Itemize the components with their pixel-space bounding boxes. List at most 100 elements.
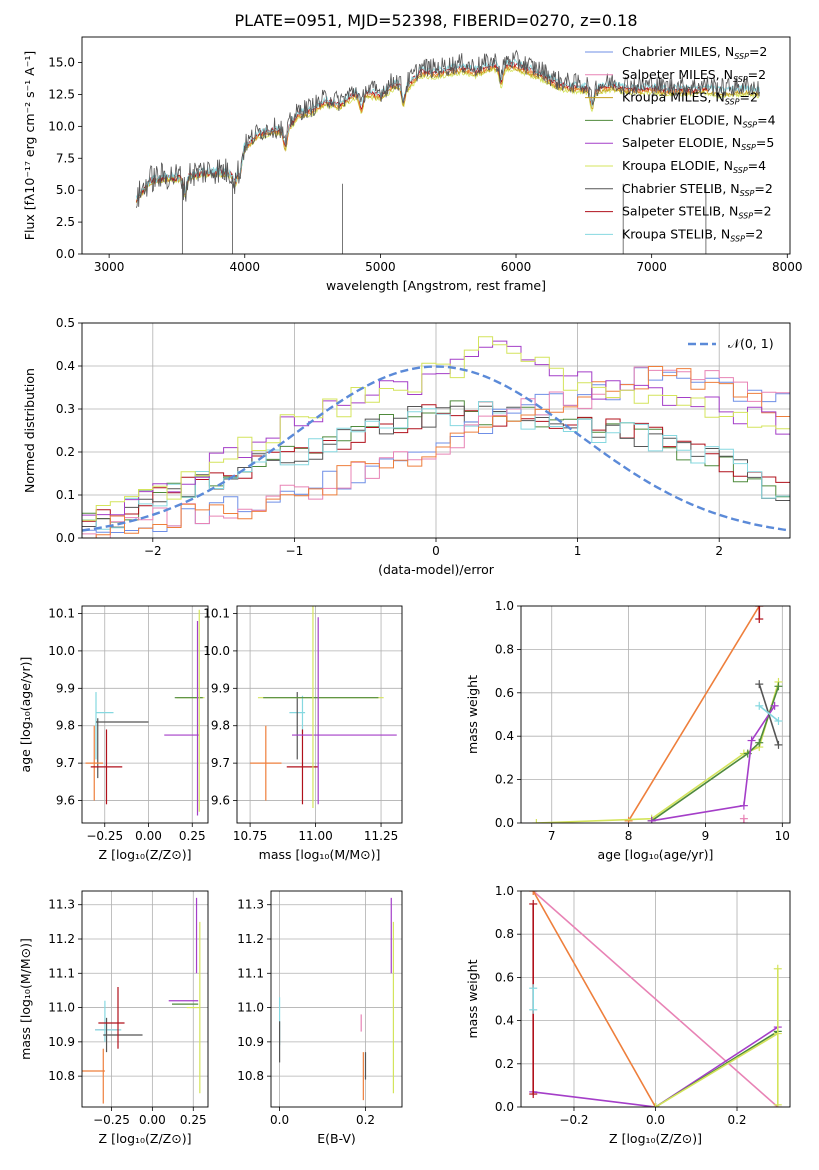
y-tick-label: 11.1 bbox=[48, 966, 75, 980]
plot-area bbox=[250, 606, 397, 809]
y-tick-label: 11.3 bbox=[48, 898, 75, 912]
x-tick-label: 0.0 bbox=[646, 1113, 665, 1127]
y-tick-label: 9.8 bbox=[56, 719, 75, 733]
y-tick-label: 10.9 bbox=[237, 1035, 264, 1049]
y-tick-label: 0.6 bbox=[495, 686, 514, 700]
x-axis-label: E(B-V) bbox=[317, 1131, 356, 1146]
y-tick-label: 0.8 bbox=[495, 927, 514, 941]
x-tick-label: 0.2 bbox=[727, 1113, 746, 1127]
y-tick-label: 11.0 bbox=[48, 1001, 75, 1015]
histogram-step bbox=[82, 366, 790, 538]
x-tick-label: −0.25 bbox=[93, 1113, 130, 1127]
chart-mass-age: 10.75 11.00 11.25 9.6 9.7 9.8 9.9 10.0 10.1 mass … bbox=[203, 605, 403, 862]
plot-area bbox=[82, 336, 790, 538]
y-tick-label: 10.1 bbox=[203, 606, 230, 620]
y-tick-label: 10.8 bbox=[237, 1069, 264, 1083]
x-tick-label: 0.00 bbox=[139, 1113, 166, 1127]
x-tick-label: 10 bbox=[775, 829, 790, 843]
y-tick-label: 0.8 bbox=[495, 642, 514, 656]
y-tick-label: 11.1 bbox=[237, 966, 264, 980]
x-tick-label: 0 bbox=[432, 544, 440, 558]
x-axis-label: Z [log₁₀(Z/Z⊙)] bbox=[609, 1131, 702, 1146]
chart-z-age: −0.25 0.00 0.25 9.6 9.7 9.8 9.9 10.0 10.1 Z [log₁… bbox=[18, 605, 209, 862]
legend: Chabrier MILES, NSSP=2 Salpeter MILES, NS… bbox=[585, 44, 776, 243]
x-axis-label: (data-model)/error bbox=[378, 562, 495, 577]
y-axis-label: age [log₁₀(age/yr)] bbox=[18, 657, 33, 773]
axes-frame bbox=[81, 36, 791, 255]
y-tick-label: 0.0 bbox=[56, 531, 75, 545]
x-axis-label: Z [log₁₀(Z/Z⊙)] bbox=[99, 1131, 192, 1146]
x-tick-label: 0.25 bbox=[179, 829, 206, 843]
x-tick-label: 5000 bbox=[365, 260, 396, 274]
y-tick-label: 5.0 bbox=[56, 183, 75, 197]
plot-area bbox=[85, 609, 205, 816]
x-axis-label: wavelength [Angstrom, rest frame] bbox=[326, 278, 546, 293]
x-tick-label: 11.00 bbox=[298, 829, 332, 843]
legend-label: Chabrier ELODIE, NSSP=4 bbox=[622, 112, 776, 129]
legend-label: Salpeter STELIB, NSSP=2 bbox=[622, 204, 772, 221]
legend-label: Kroupa ELODIE, NSSP=4 bbox=[622, 158, 766, 175]
normal-curve bbox=[82, 365, 790, 532]
y-tick-label: 1.0 bbox=[495, 599, 514, 613]
y-tick-label: 2.5 bbox=[56, 215, 75, 229]
x-tick-label: 10.75 bbox=[233, 829, 267, 843]
series-line bbox=[536, 681, 780, 823]
y-tick-label: 15.0 bbox=[48, 56, 75, 70]
y-tick-label: 9.7 bbox=[56, 756, 75, 770]
series-line bbox=[651, 705, 776, 822]
x-axis-label: mass [log₁₀(M/M⊙)] bbox=[259, 847, 381, 862]
series-line bbox=[627, 606, 760, 822]
x-tick-label: 0.00 bbox=[135, 829, 162, 843]
chart-z-mass: −0.25 0.00 0.25 10.8 10.9 11.0 11.1 11.2 11.3 Z [… bbox=[18, 890, 209, 1146]
y-tick-label: 11.2 bbox=[48, 932, 75, 946]
x-axis-label: Z [log₁₀(Z/Z⊙)] bbox=[99, 847, 192, 862]
series-line bbox=[532, 891, 779, 1107]
y-tick-label: 9.7 bbox=[211, 756, 230, 770]
plot-area bbox=[278, 897, 395, 1101]
y-tick-label: 0.4 bbox=[56, 359, 75, 373]
axes-frame bbox=[81, 605, 209, 824]
y-axis-label: mass weight bbox=[465, 959, 480, 1038]
x-tick-label: 11.25 bbox=[364, 829, 398, 843]
y-tick-label: 0.4 bbox=[495, 1014, 514, 1028]
y-tick-label: 0.1 bbox=[56, 488, 75, 502]
y-tick-label: 0.5 bbox=[56, 316, 75, 330]
x-axis-label: age [log₁₀(age/yr)] bbox=[598, 847, 714, 862]
series-line bbox=[758, 683, 780, 746]
histogram-step bbox=[82, 340, 790, 516]
histogram-step bbox=[82, 405, 790, 528]
y-tick-label: 9.6 bbox=[211, 794, 230, 808]
legend-label: 𝒩(0, 1) bbox=[728, 336, 774, 351]
x-tick-label: 8 bbox=[625, 829, 633, 843]
plot-area bbox=[135, 49, 760, 254]
y-tick-label: 10.9 bbox=[48, 1035, 75, 1049]
axes-frame bbox=[81, 890, 209, 1108]
spectrum-line bbox=[135, 59, 760, 201]
x-tick-label: 9 bbox=[702, 829, 710, 843]
x-tick-label: −0.25 bbox=[86, 829, 123, 843]
legend-label: Salpeter ELODIE, NSSP=5 bbox=[622, 135, 774, 152]
y-tick-label: 9.9 bbox=[211, 681, 230, 695]
y-tick-label: 0.3 bbox=[56, 402, 75, 416]
legend-label: Kroupa STELIB, NSSP=2 bbox=[622, 226, 763, 243]
chart-ebv-mass: 0.0 0.2 10.8 10.9 11.0 11.1 11.2 11.3 E(B-V) bbox=[237, 890, 403, 1146]
plot-area bbox=[532, 606, 783, 823]
x-tick-label: 7000 bbox=[636, 260, 667, 274]
plot-area bbox=[529, 891, 782, 1107]
histogram-step bbox=[82, 336, 790, 521]
legend-label: Salpeter MILES, NSSP=2 bbox=[622, 67, 766, 84]
axes-frame bbox=[270, 890, 403, 1108]
y-tick-label: 0.6 bbox=[495, 970, 514, 984]
series-line bbox=[655, 1032, 779, 1107]
y-tick-label: 1.0 bbox=[495, 884, 514, 898]
axes-frame bbox=[236, 605, 403, 824]
x-tick-label: 0.0 bbox=[270, 1113, 289, 1127]
x-tick-label: −1 bbox=[286, 544, 304, 558]
y-tick-label: 7.5 bbox=[56, 151, 75, 165]
legend-label: Kroupa MILES, NSSP=2 bbox=[622, 90, 758, 107]
y-tick-label: 0.0 bbox=[495, 1100, 514, 1114]
series-line bbox=[533, 1026, 779, 1107]
chart-residuals: −2 −1 0 1 2 0.0 0.1 0.2 0.3 0.4 0.5 (data-model)/er… bbox=[22, 316, 791, 577]
chart-spectrum: 3000 4000 5000 6000 7000 8000 0.0 2.5 5.0 7.5 10.0… bbox=[22, 36, 803, 293]
y-tick-label: 11.2 bbox=[237, 932, 264, 946]
